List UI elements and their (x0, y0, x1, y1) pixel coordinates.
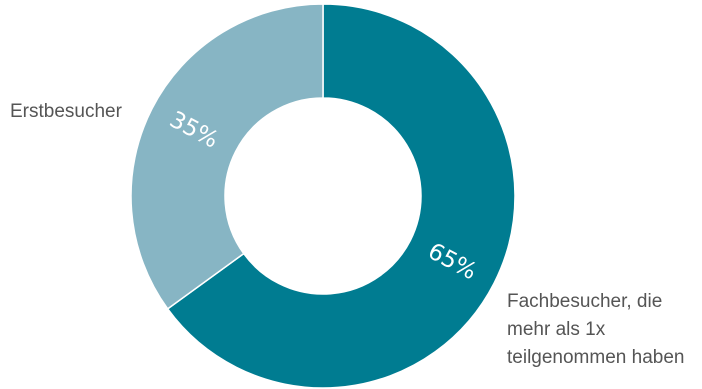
category-label-erstbesucher: Erstbesucher (10, 101, 122, 122)
category-label-fachbesucher: Fachbesucher, die mehr als 1x teilgenomm… (507, 291, 685, 368)
donut-slice-1 (166, 3, 516, 389)
donut-slice-0 (130, 3, 324, 310)
donut-slices (130, 3, 516, 389)
